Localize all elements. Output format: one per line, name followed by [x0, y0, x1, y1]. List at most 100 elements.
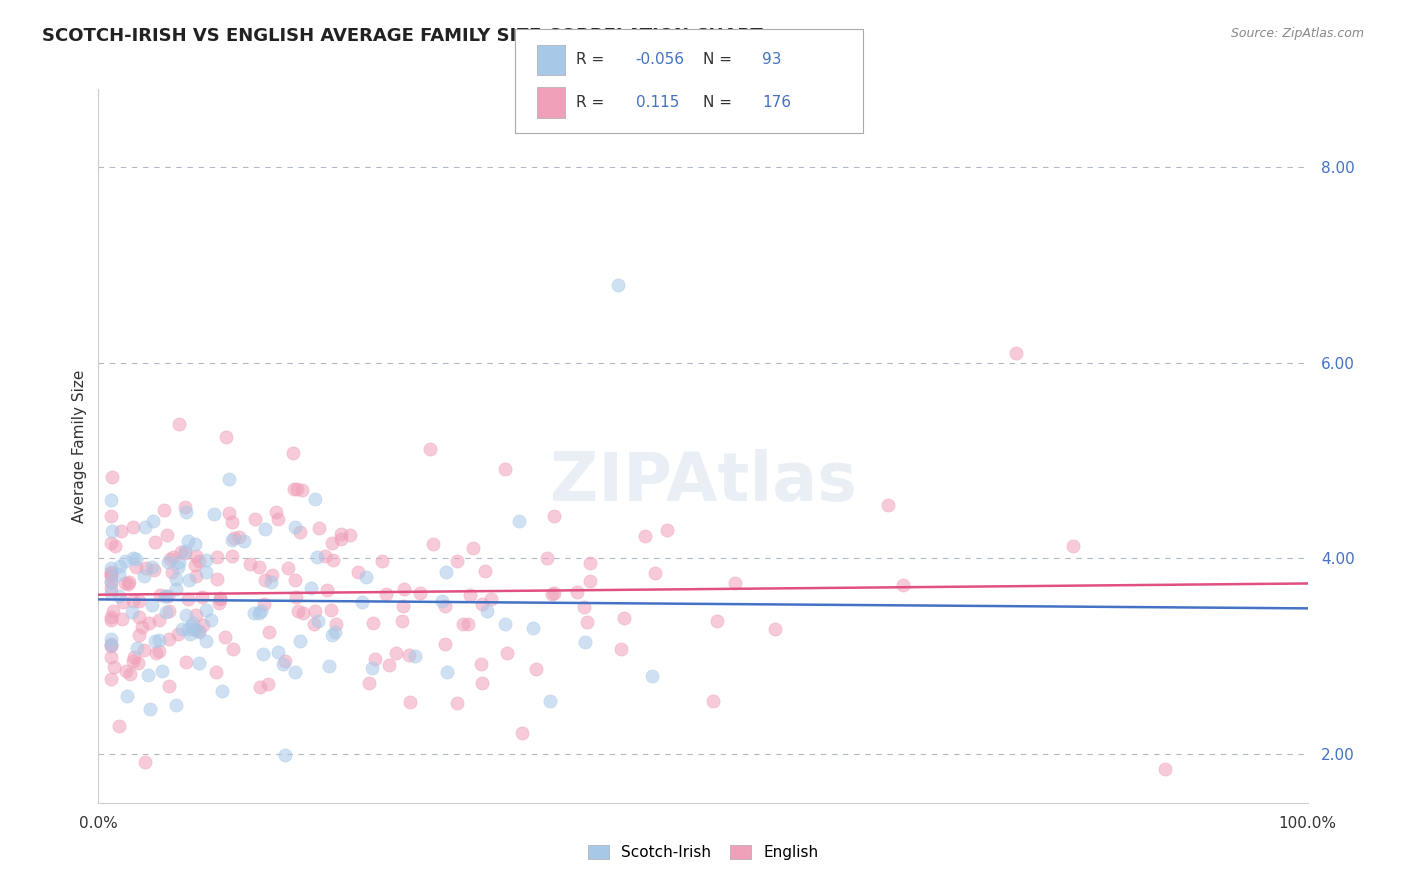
Point — [125, 551, 148, 566]
Point — [607, 277, 630, 292]
Point — [188, 625, 211, 640]
Point — [641, 669, 664, 683]
Point — [174, 500, 197, 515]
Point — [117, 576, 139, 591]
Point — [877, 498, 900, 512]
Point — [323, 625, 346, 640]
Point — [191, 590, 214, 604]
Point — [222, 531, 245, 545]
Point — [172, 622, 194, 636]
Point — [134, 519, 156, 533]
Text: 0.115: 0.115 — [636, 95, 679, 110]
Point — [222, 641, 245, 656]
Point — [364, 651, 387, 665]
Point — [100, 585, 122, 599]
Point — [186, 623, 208, 637]
Point — [200, 613, 222, 627]
Point — [288, 525, 311, 540]
Point — [578, 557, 600, 571]
Point — [463, 541, 485, 556]
Point — [273, 654, 295, 668]
Point — [114, 554, 136, 568]
Point — [475, 604, 498, 618]
Point — [474, 564, 496, 578]
Point — [100, 509, 122, 524]
Point — [579, 574, 602, 589]
Point — [101, 470, 124, 484]
Point — [167, 555, 190, 569]
Point — [565, 584, 588, 599]
Point — [249, 680, 271, 694]
Point — [139, 702, 162, 716]
Point — [436, 665, 458, 679]
Point — [221, 533, 243, 547]
Point — [457, 616, 479, 631]
Point — [257, 624, 280, 639]
Point — [111, 595, 134, 609]
Point — [471, 597, 494, 611]
Point — [285, 483, 308, 497]
Point — [347, 565, 370, 579]
Point — [155, 605, 177, 619]
Point — [330, 526, 353, 541]
Point — [156, 555, 179, 569]
Point — [187, 554, 209, 568]
Point — [264, 505, 287, 519]
Point — [202, 507, 225, 521]
Point — [118, 667, 141, 681]
Point — [100, 565, 122, 579]
Point — [283, 665, 305, 679]
Point — [446, 554, 468, 568]
Point — [283, 482, 305, 496]
Point — [314, 549, 336, 564]
Point — [100, 673, 122, 687]
Point — [706, 614, 728, 628]
Point — [100, 632, 122, 646]
Point — [352, 595, 374, 609]
Point — [404, 649, 426, 664]
Point — [299, 581, 322, 595]
Point — [184, 537, 207, 551]
Point — [287, 604, 309, 618]
Point — [165, 572, 187, 586]
Point — [184, 549, 207, 563]
Point — [108, 719, 131, 733]
Point — [173, 546, 195, 560]
Point — [543, 586, 565, 600]
Point — [188, 656, 211, 670]
Point — [180, 619, 202, 633]
Point — [183, 558, 205, 572]
Point — [510, 726, 533, 740]
Point — [127, 657, 149, 671]
Point — [391, 614, 413, 628]
Point — [494, 462, 516, 476]
Point — [308, 521, 330, 535]
Point — [233, 533, 256, 548]
Point — [330, 533, 353, 547]
Point — [136, 668, 159, 682]
Point — [122, 650, 145, 665]
Point — [536, 550, 558, 565]
Point — [211, 683, 233, 698]
Point — [148, 632, 170, 647]
Point — [100, 560, 122, 574]
Point — [321, 628, 343, 642]
Text: R =: R = — [576, 53, 610, 68]
Point — [128, 628, 150, 642]
Point — [302, 617, 325, 632]
Text: 93: 93 — [762, 53, 782, 68]
Point — [494, 616, 516, 631]
Point — [267, 645, 290, 659]
Point — [132, 569, 155, 583]
Point — [150, 664, 173, 678]
Point — [451, 617, 474, 632]
Point — [354, 569, 377, 583]
Point — [430, 594, 453, 608]
Point — [471, 676, 494, 690]
Point — [274, 748, 297, 763]
Point — [156, 528, 179, 542]
Point — [479, 591, 502, 606]
Point — [271, 657, 294, 672]
Point — [434, 599, 457, 614]
Point — [148, 644, 170, 658]
